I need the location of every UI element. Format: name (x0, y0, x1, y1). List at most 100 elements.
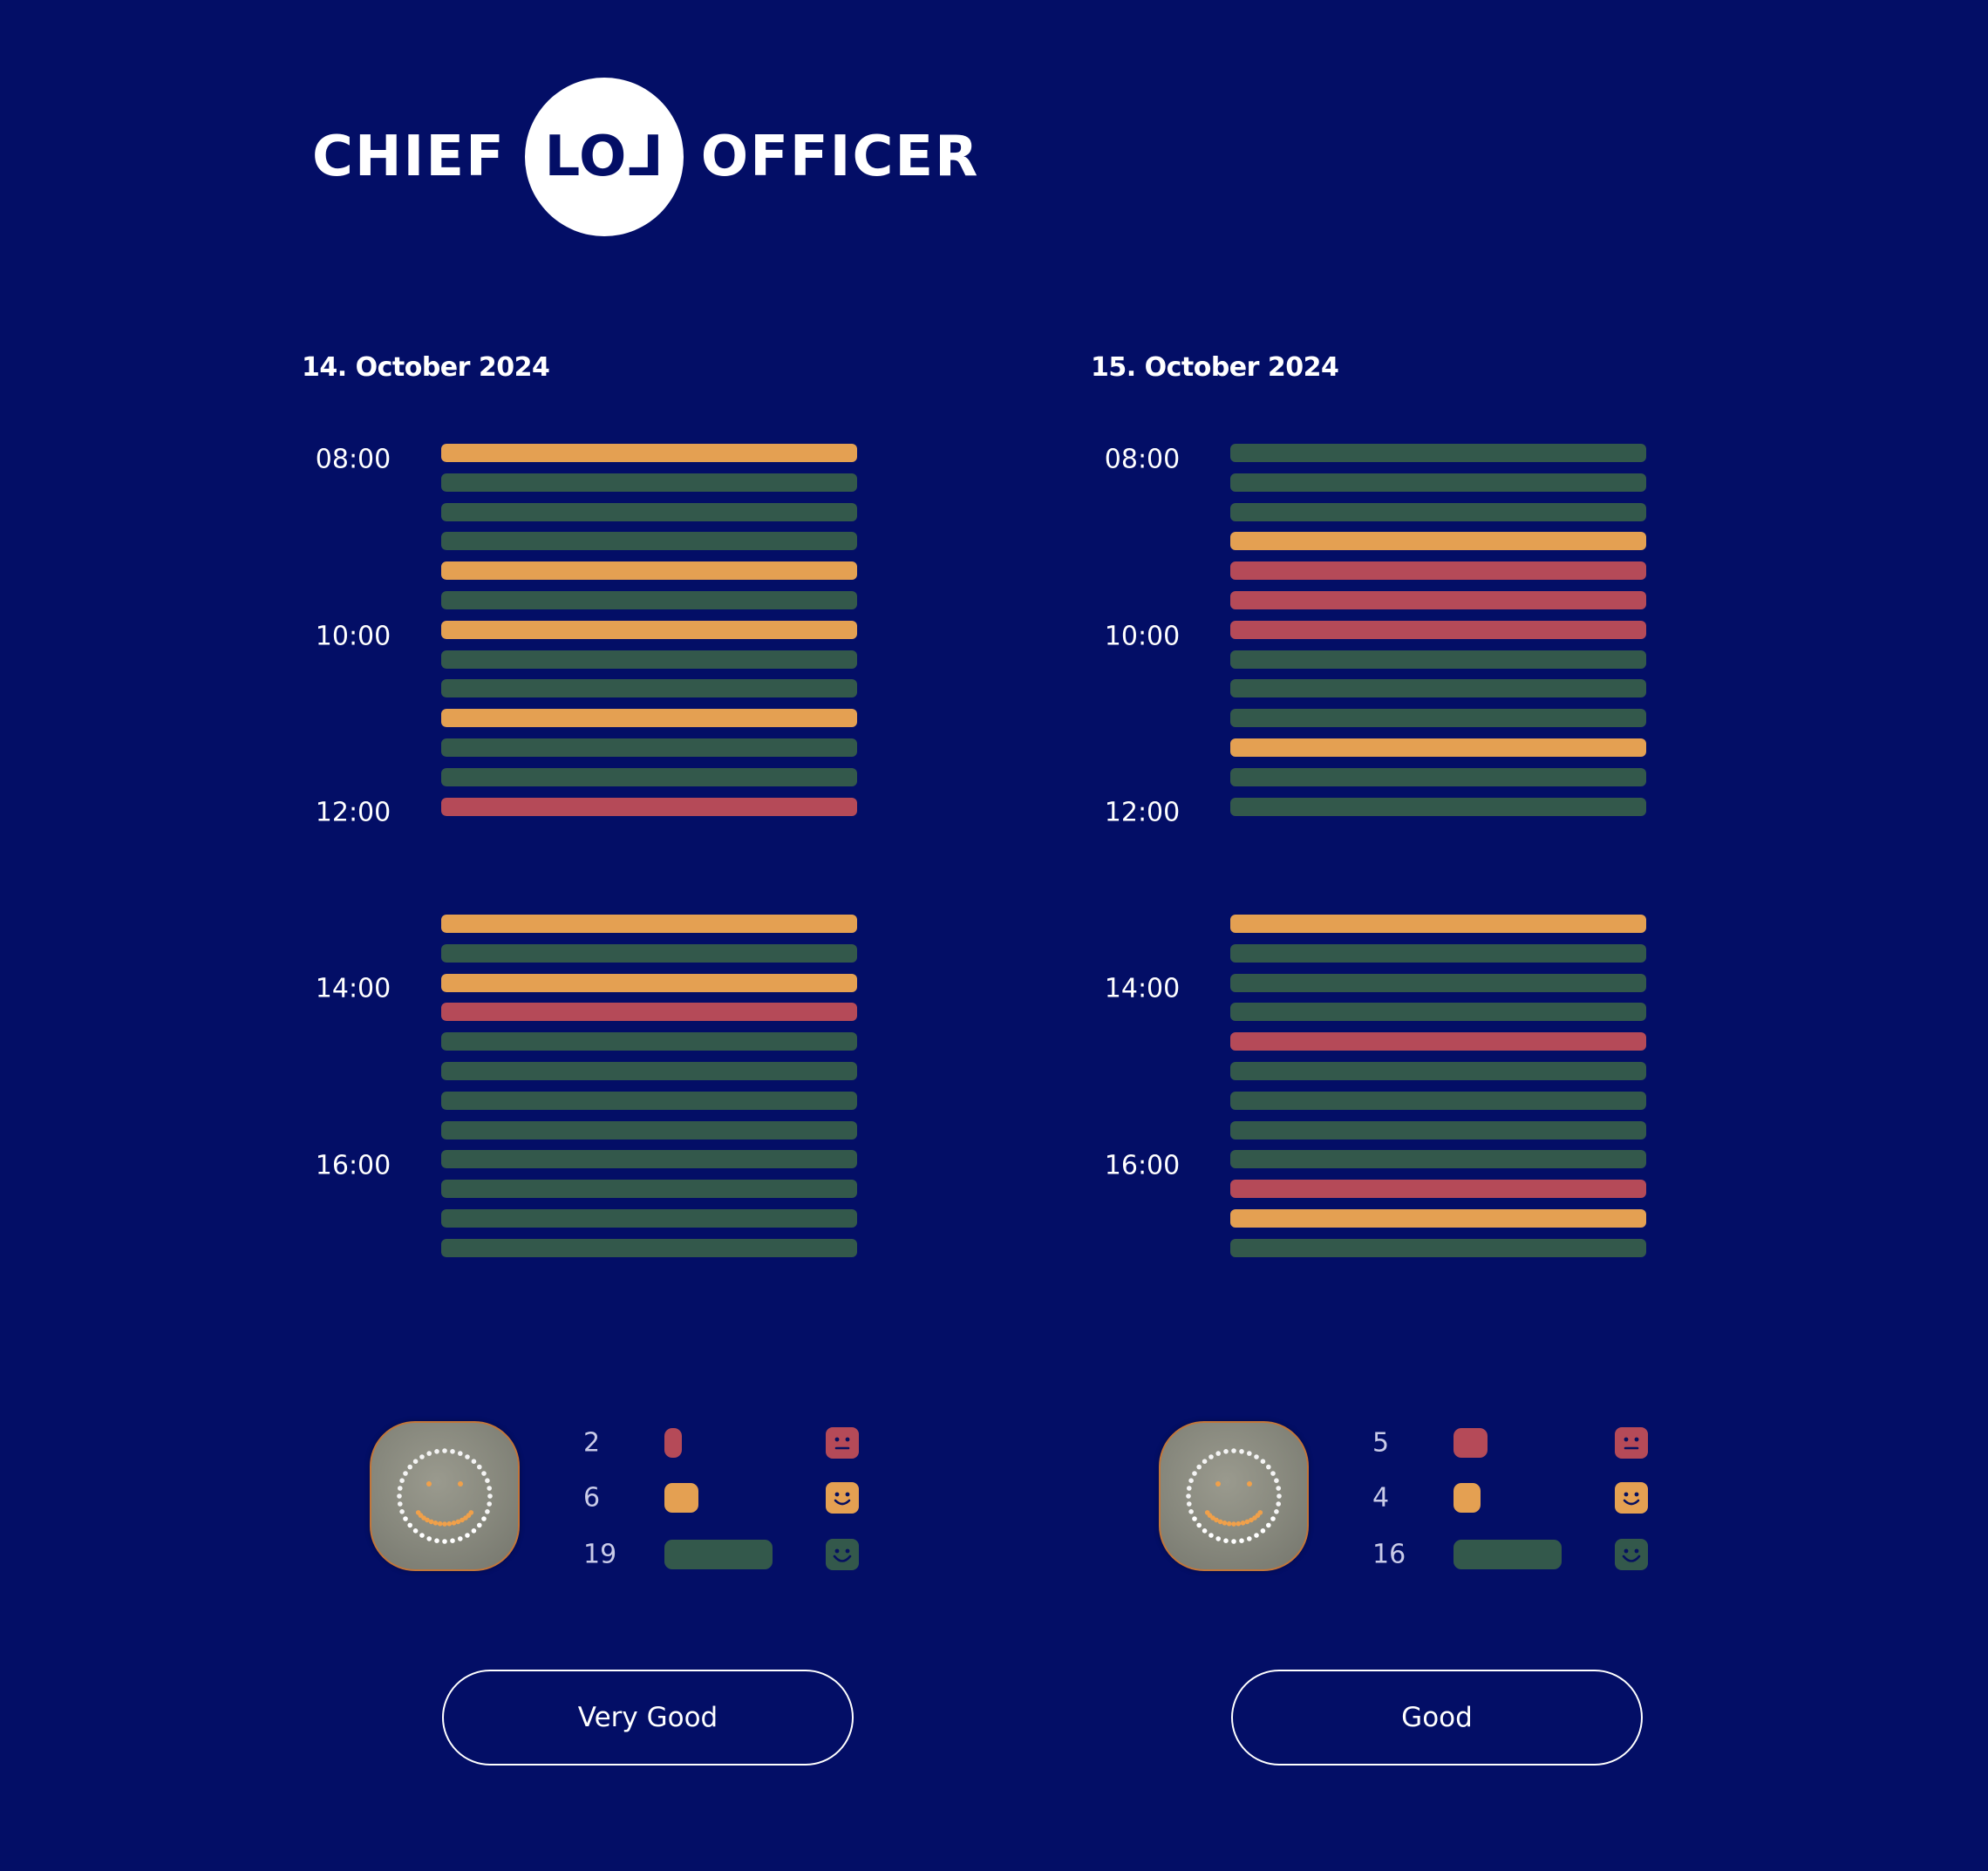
device-led-dot (1231, 1448, 1236, 1453)
device-led-dot (471, 1459, 477, 1464)
mood-count-good: 4 (1372, 1482, 1390, 1514)
time-label: 16:00 (315, 1150, 391, 1181)
device-smile-dot (1244, 1519, 1250, 1525)
mood-bar-great (1454, 1540, 1562, 1569)
morning-slot-bar-green (1230, 650, 1646, 669)
device-led-dot (419, 1454, 425, 1459)
device-led-dot (1276, 1486, 1281, 1491)
device-led-dot (397, 1493, 402, 1499)
device-smile-dot (1249, 1517, 1254, 1523)
device-led-dot (1192, 1516, 1197, 1521)
afternoon-slot-bar-green (1230, 1238, 1646, 1257)
mood-count-bad: 5 (1372, 1427, 1390, 1459)
device-led-dot (403, 1471, 408, 1476)
device-led-dot (407, 1464, 412, 1470)
logo-word-left: CHIEF (312, 125, 506, 189)
afternoon-slot-bar-green (441, 1091, 857, 1110)
device-led-dot (1231, 1539, 1236, 1544)
device-eye-dot (458, 1481, 463, 1487)
device-led-dot (450, 1449, 455, 1454)
device-smile-dot (1222, 1521, 1228, 1526)
smile-face-icon (826, 1482, 859, 1514)
device-led-dot (465, 1533, 470, 1538)
afternoon-slot-bar-orange (1230, 1209, 1646, 1228)
device-led-dot (1202, 1459, 1208, 1464)
device-led-dot (442, 1448, 447, 1453)
device-smile-dot (415, 1510, 421, 1515)
device-led-dot (481, 1516, 487, 1521)
device-led-dot (1260, 1459, 1266, 1464)
time-label: 14:00 (1104, 973, 1181, 1004)
device-led-dot (1270, 1516, 1276, 1521)
device-smile-dot (460, 1517, 465, 1523)
smiley-device-image (1159, 1421, 1309, 1571)
morning-slot-bar-orange (441, 709, 857, 728)
device-led-dot (403, 1516, 408, 1521)
device-led-dot (1192, 1471, 1197, 1476)
device-led-dot (442, 1539, 447, 1544)
device-smile-dot (1240, 1521, 1246, 1526)
time-label: 16:00 (1104, 1150, 1181, 1181)
mood-count-good: 6 (583, 1482, 601, 1514)
device-led-dot (1277, 1493, 1282, 1499)
device-smile-dot (428, 1519, 434, 1525)
afternoon-slot-bar-red (441, 1003, 857, 1022)
morning-slot-bar-red (441, 797, 857, 816)
morning-slot-bar-green (441, 738, 857, 757)
mood-count-great: 19 (583, 1539, 617, 1570)
afternoon-slot-bar-orange (441, 915, 857, 933)
device-led-dot (1266, 1522, 1271, 1528)
device-led-dot (1254, 1533, 1259, 1538)
day-date: 14. October 2024 (302, 352, 550, 383)
device-eye-dot (1215, 1481, 1221, 1487)
smile-face-icon (1615, 1482, 1648, 1514)
device-smile-dot (1217, 1519, 1223, 1525)
big-smile-face-icon (1615, 1539, 1648, 1570)
device-led-dot (1202, 1528, 1208, 1534)
smiley-device-image (370, 1421, 520, 1571)
afternoon-slot-bar-green (1230, 1150, 1646, 1169)
device-led-dot (1186, 1493, 1191, 1499)
time-label: 08:00 (315, 444, 391, 475)
rating-button[interactable]: Good (1231, 1670, 1643, 1766)
device-led-dot (1260, 1528, 1266, 1534)
device-led-dot (1187, 1486, 1192, 1491)
device-led-dot (434, 1538, 439, 1543)
time-label: 10:00 (1104, 621, 1181, 652)
device-smile-dot (442, 1521, 447, 1527)
mood-count-great: 16 (1372, 1539, 1406, 1570)
afternoon-slot-bar-red (1230, 1180, 1646, 1199)
big-smile-face-icon (826, 1539, 859, 1570)
device-led-dot (485, 1509, 490, 1514)
morning-slot-bar-red (1230, 591, 1646, 609)
device-led-dot (412, 1528, 419, 1534)
device-led-dot (458, 1451, 463, 1456)
mood-bar-great (664, 1540, 773, 1569)
device-led-dot (1247, 1536, 1252, 1541)
device-eye-dot (426, 1481, 432, 1487)
afternoon-slot-bar-green (1230, 1062, 1646, 1080)
device-led-dot (1208, 1533, 1214, 1538)
morning-slot-bar-green (1230, 679, 1646, 698)
afternoon-slot-bar-green (1230, 973, 1646, 992)
device-smile-dot (446, 1521, 453, 1527)
device-led-dot (465, 1454, 470, 1459)
device-led-dot (1223, 1449, 1229, 1454)
device-led-dot (1239, 1449, 1244, 1454)
afternoon-slot-bar-green (441, 1120, 857, 1140)
morning-slot-bar-green (1230, 502, 1646, 521)
morning-slot-bar-green (441, 532, 857, 551)
time-label: 10:00 (315, 621, 391, 652)
device-led-dot (1188, 1509, 1194, 1514)
device-led-dot (471, 1528, 477, 1534)
device-smile-dot (437, 1521, 443, 1527)
device-smile-dot (1236, 1521, 1242, 1527)
morning-slot-bar-green (1230, 797, 1646, 816)
afternoon-slot-bar-green (441, 1238, 857, 1257)
morning-slot-bar-green (1230, 473, 1646, 492)
rating-button[interactable]: Very Good (442, 1670, 854, 1766)
time-label: 12:00 (1104, 797, 1181, 828)
morning-slot-bar-green (441, 591, 857, 609)
mood-bar-bad (664, 1428, 682, 1458)
afternoon-slot-bar-green (441, 943, 857, 963)
